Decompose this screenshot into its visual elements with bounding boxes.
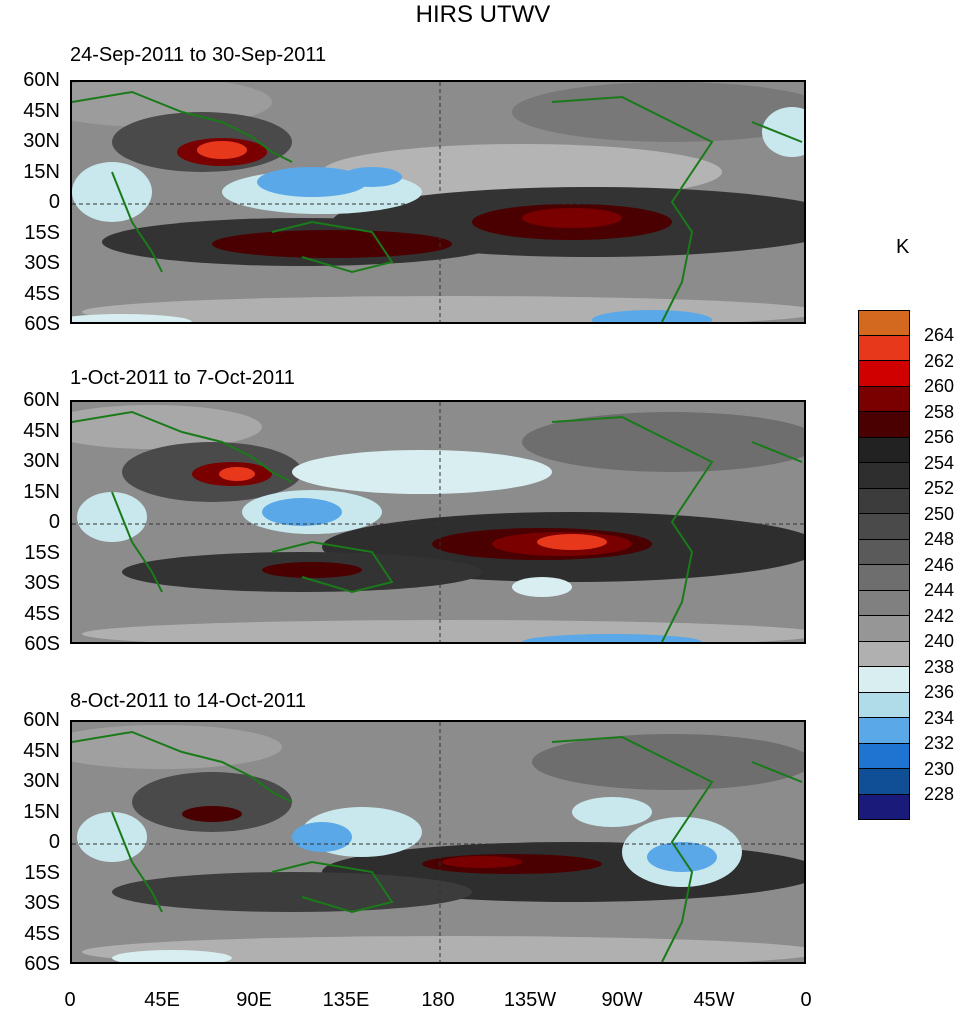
map-panel-3 [70, 720, 806, 964]
lat-label: 60N [23, 709, 60, 731]
map-panel-2 [70, 400, 806, 644]
lat-label: 45S [24, 923, 60, 945]
lon-label: 135W [503, 989, 557, 1011]
figure-title: HIRS UTWV [415, 1, 551, 28]
lat-label: 45S [24, 603, 60, 625]
colorbar-swatch [858, 361, 910, 387]
lat-label: 60N [23, 69, 60, 91]
colorbar-swatch [858, 437, 910, 463]
lon-label: 45W [693, 989, 735, 1011]
colorbar-label: 252 [924, 478, 955, 498]
colorbar-swatch [858, 310, 910, 336]
lat-label: 0 [48, 831, 60, 853]
lon-label: 90E [236, 989, 272, 1011]
lat-label: 15S [24, 542, 60, 564]
colorbar-label: 238 [924, 657, 955, 677]
lat-label: 30N [23, 450, 60, 472]
colorbar-swatch [858, 718, 910, 744]
lat-label: 15N [23, 481, 60, 503]
colorbar-label: 232 [924, 733, 955, 753]
lon-label: 180 [421, 989, 455, 1011]
colorbar-swatch [858, 335, 910, 361]
colorbar-label: 234 [924, 708, 955, 728]
colorbar-label: 246 [924, 555, 955, 575]
lat-label: 60S [24, 313, 60, 335]
lat-label: 15N [23, 161, 60, 183]
lat-label: 0 [48, 191, 60, 213]
colorbar-label: 250 [924, 504, 955, 524]
panel-3-title: 8-Oct-2011 to 14-Oct-2011 [70, 690, 307, 712]
colorbar-label: 248 [924, 529, 955, 549]
lon-label: 90W [601, 989, 643, 1011]
colorbar-swatch [858, 692, 910, 718]
colorbar-label: 236 [924, 682, 955, 702]
colorbar-swatch [858, 386, 910, 412]
colorbar-swatch [858, 590, 910, 616]
colorbar-swatch [858, 769, 910, 795]
lat-label: 60N [23, 389, 60, 411]
lat-label: 15N [23, 801, 60, 823]
lat-label: 30N [23, 770, 60, 792]
colorbar-label: 240 [924, 631, 955, 651]
lat-label: 30S [24, 252, 60, 274]
colorbar-label: 254 [924, 453, 955, 473]
colorbar-label: 228 [924, 784, 955, 804]
colorbar-label: 244 [924, 580, 955, 600]
map-panel-1 [70, 80, 806, 324]
lat-label: 45N [23, 100, 60, 122]
lat-label: 45S [24, 283, 60, 305]
colorbar-swatch [858, 667, 910, 693]
colorbar-swatch [858, 616, 910, 642]
lat-label: 0 [48, 511, 60, 533]
colorbar-swatch [858, 539, 910, 565]
lon-label: 0 [800, 989, 812, 1011]
lon-label: 45E [144, 989, 180, 1011]
lat-label: 30S [24, 572, 60, 594]
colorbar-swatch [858, 514, 910, 540]
lat-label: 60S [24, 953, 60, 975]
colorbar-label: 242 [924, 606, 955, 626]
colorbar-swatch [858, 743, 910, 769]
panel-1-title: 24-Sep-2011 to 30-Sep-2011 [70, 44, 327, 66]
lat-label: 30N [23, 130, 60, 152]
lat-label: 15S [24, 222, 60, 244]
colorbar-swatch [858, 794, 910, 820]
lat-label: 30S [24, 892, 60, 914]
colorbar-swatch [858, 641, 910, 667]
colorbar-label: 264 [924, 325, 955, 345]
colorbar-swatch [858, 488, 910, 514]
colorbar-label: 258 [924, 402, 955, 422]
colorbar-swatch [858, 412, 910, 438]
colorbar-label: 256 [924, 427, 955, 447]
colorbar-label: 230 [924, 759, 955, 779]
lat-label: 60S [24, 633, 60, 655]
panel-2-title: 1-Oct-2011 to 7-Oct-2011 [70, 367, 295, 389]
lat-label: 45N [23, 420, 60, 442]
colorbar-label: 260 [924, 376, 955, 396]
colorbar-swatch [858, 463, 910, 489]
colorbar-label: 262 [924, 351, 955, 371]
colorbar [858, 310, 910, 820]
lon-label: 135E [322, 989, 370, 1011]
lon-label: 0 [64, 989, 76, 1011]
colorbar-swatch [858, 565, 910, 591]
colorbar-unit: K [896, 236, 910, 258]
lat-label: 45N [23, 740, 60, 762]
lat-label: 15S [24, 862, 60, 884]
